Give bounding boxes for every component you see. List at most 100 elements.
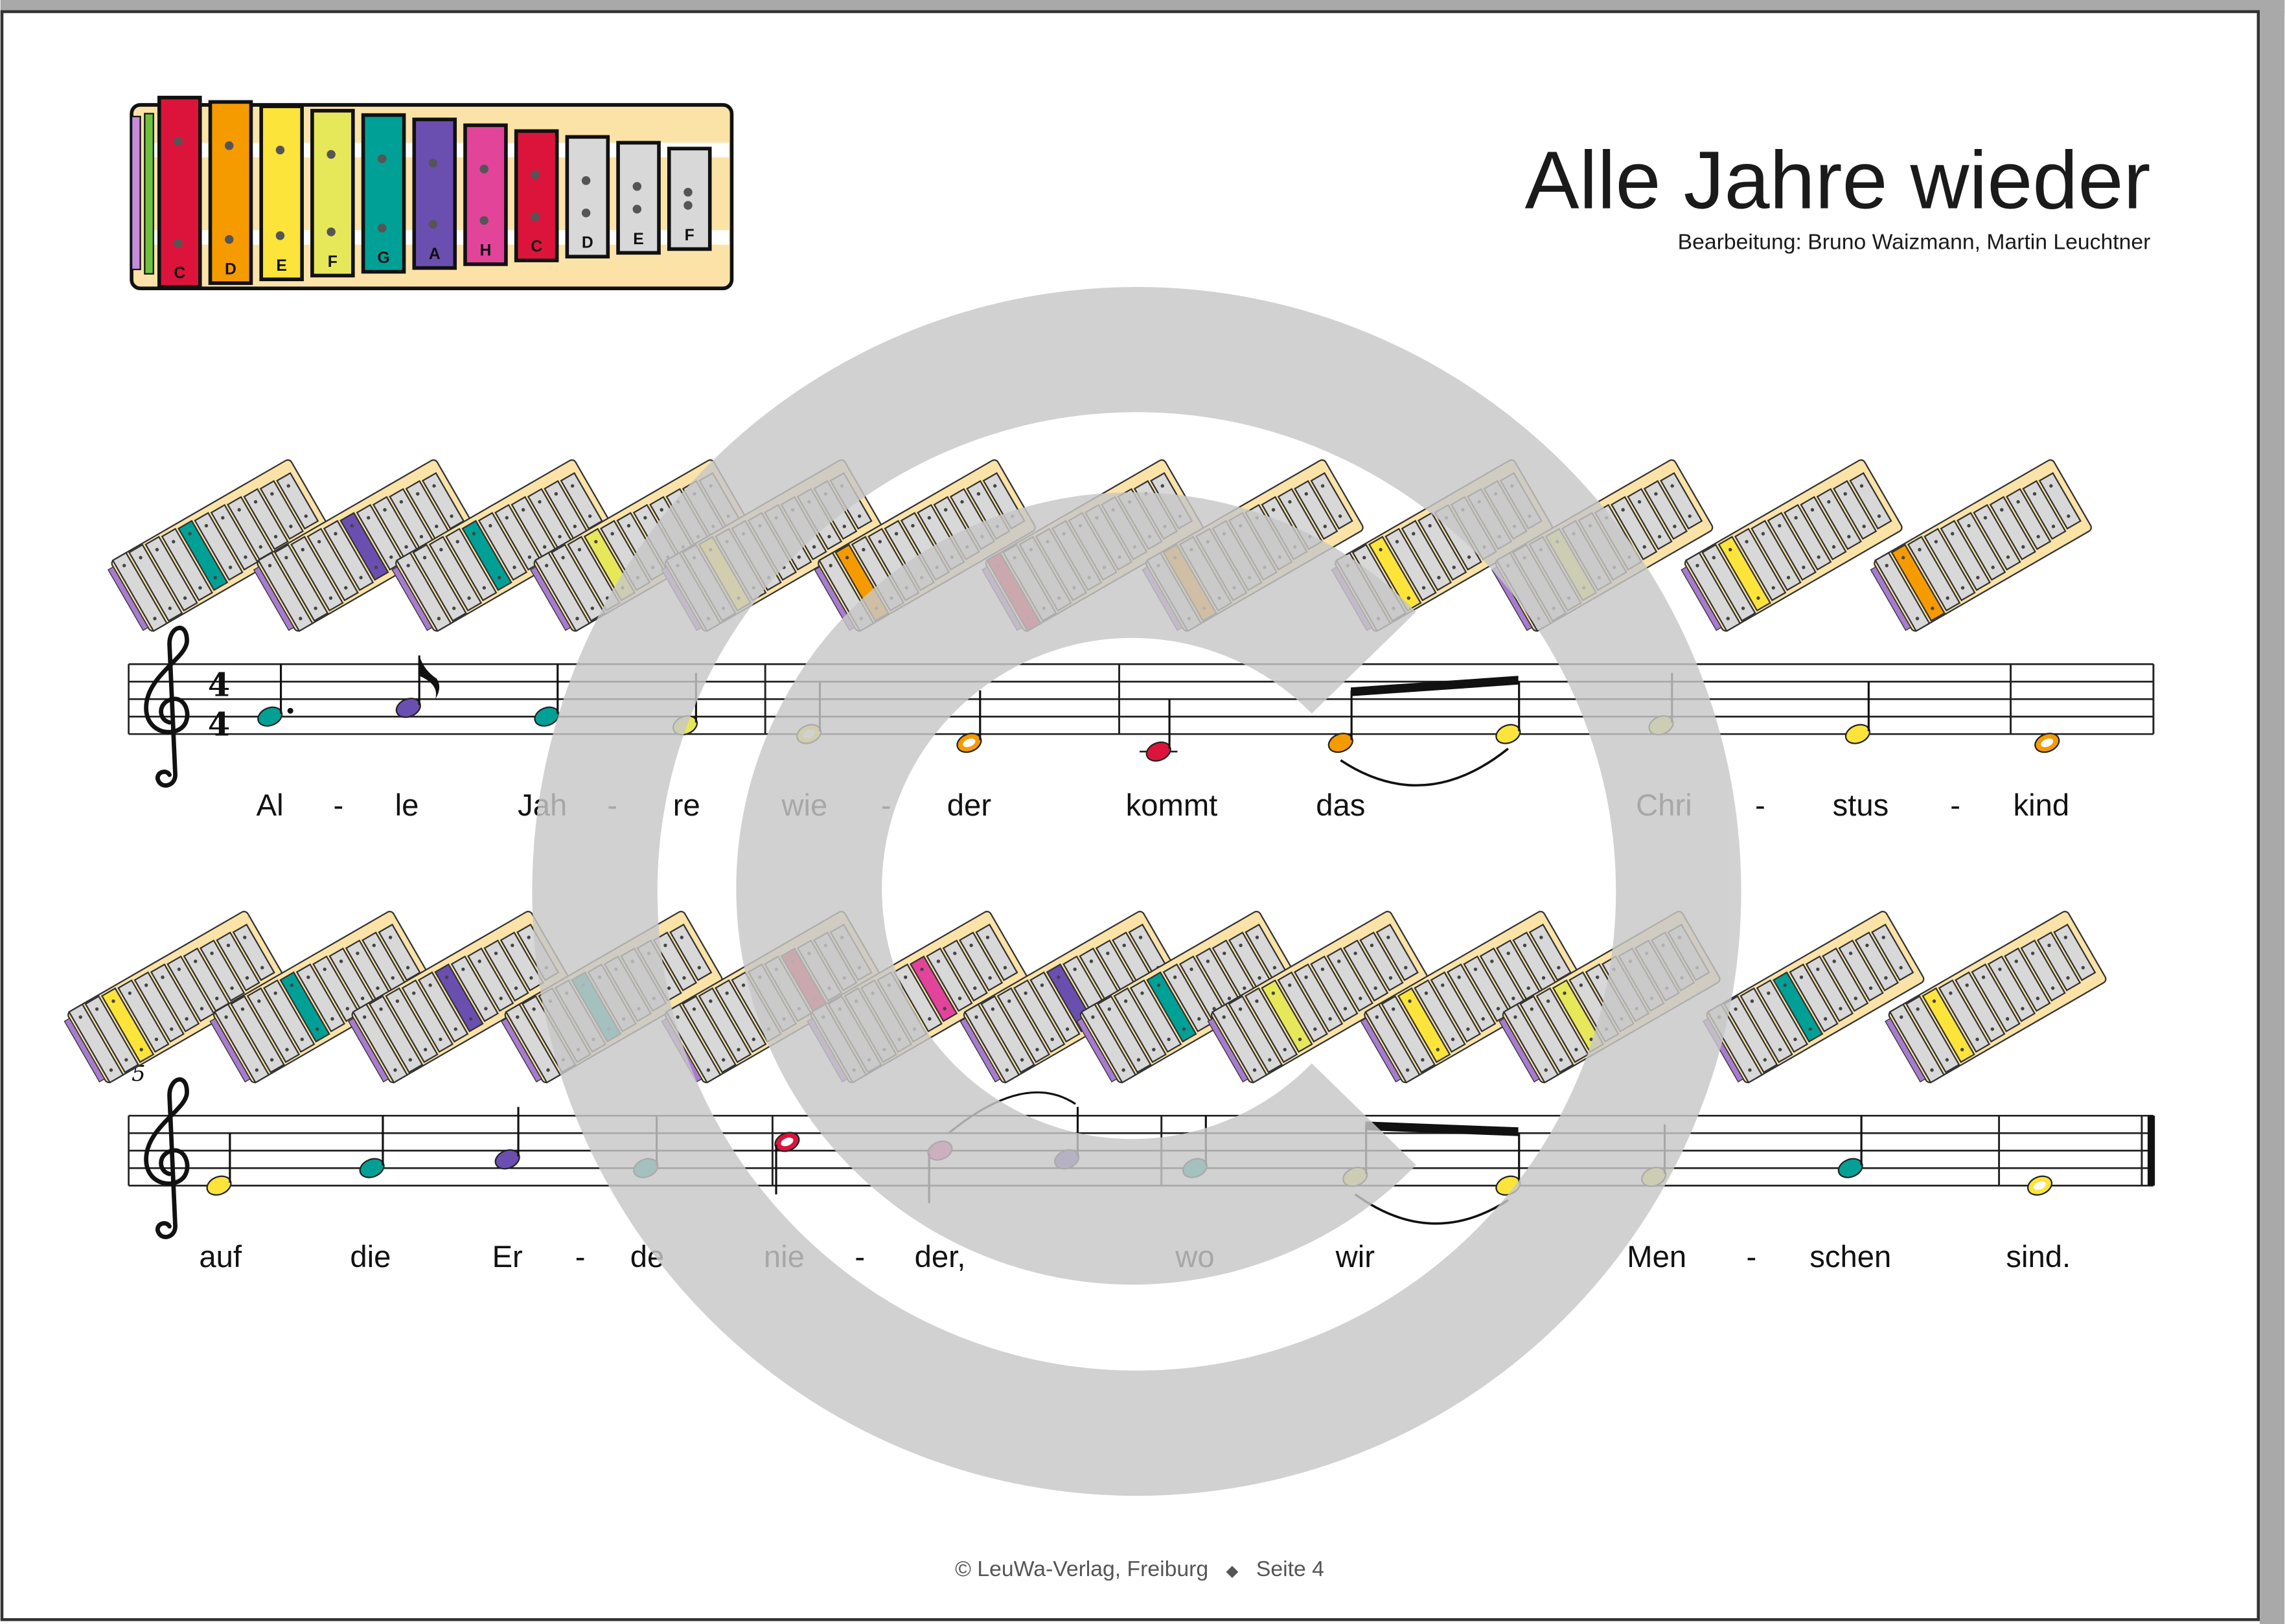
bar-screw xyxy=(363,1015,367,1019)
bar-screw xyxy=(1392,1007,1395,1011)
bar-screw xyxy=(927,516,932,520)
bar-screw xyxy=(1304,975,1308,979)
legend-bar-label: H xyxy=(480,242,492,259)
xylophone-bar xyxy=(667,146,712,251)
note-c2 xyxy=(774,1132,800,1195)
bar-screw xyxy=(1123,999,1128,1003)
xylophone-bar xyxy=(1080,1003,1137,1084)
xylophone-bar xyxy=(1244,987,1298,1064)
bar-screw xyxy=(389,555,393,559)
xylophone-bar xyxy=(1805,955,1854,1022)
bar-screw xyxy=(1916,1007,1920,1011)
xylophone-bar xyxy=(306,527,359,602)
bar-screw xyxy=(306,975,310,979)
bar-screw xyxy=(1827,499,1831,504)
bar-screw xyxy=(590,606,595,610)
treble-clef-icon xyxy=(144,626,190,788)
bar-screw xyxy=(1451,1037,1455,1042)
lyric-syllable: schen xyxy=(1809,1240,1891,1274)
eighth-flag xyxy=(419,655,440,700)
xylophone-side xyxy=(530,566,571,632)
bar-screw xyxy=(878,540,882,543)
xylophone-bar xyxy=(1029,971,1081,1043)
bar-screw xyxy=(1024,991,1028,995)
bar-screw xyxy=(1255,999,1259,1003)
bar-screw xyxy=(725,991,729,995)
bar-screw xyxy=(1106,952,1110,955)
xylophone-bar xyxy=(273,543,329,622)
bar-screw xyxy=(1918,547,1922,552)
note-e xyxy=(1844,681,1871,744)
footer-page-number: Seite 4 xyxy=(1256,1557,1324,1581)
bar-screw xyxy=(1637,499,1642,504)
xylophone-bar xyxy=(290,536,344,612)
page-shadow-right xyxy=(2260,0,2285,1624)
bar-screw xyxy=(437,617,441,621)
note-e xyxy=(1495,681,1521,744)
bar-screw xyxy=(452,606,456,610)
xylophone-bar xyxy=(1940,520,1991,591)
bar-screw xyxy=(237,508,241,512)
bar-screw xyxy=(183,596,187,600)
xylophone-bar xyxy=(310,109,355,278)
legend-bar-label: E xyxy=(276,257,287,275)
xylophone-bar xyxy=(401,979,454,1053)
bar-screw xyxy=(1574,1047,1578,1051)
bar-screw xyxy=(721,1058,726,1062)
bar-screw xyxy=(128,991,132,995)
xylophone-bar xyxy=(1938,979,1991,1053)
xylophone-bar xyxy=(1833,480,1877,540)
bar-screw xyxy=(1412,532,1416,536)
xylophone-bar xyxy=(1384,527,1437,602)
bar-screw xyxy=(1490,959,1494,963)
bar-screw xyxy=(663,943,667,948)
bar-screw xyxy=(1596,975,1600,979)
bar-screw xyxy=(1437,575,1441,580)
bar-screw xyxy=(224,141,234,150)
bar-screw xyxy=(2067,514,2071,518)
lyric-syllable: der xyxy=(947,788,991,823)
bar-screw xyxy=(1990,1027,1995,1031)
bar-screw xyxy=(244,555,247,559)
bar-screw xyxy=(124,1058,128,1062)
bar-screw xyxy=(1268,1058,1272,1062)
bar-screw xyxy=(1227,996,1232,1000)
bar-screw xyxy=(1243,986,1246,990)
xylophone-bar xyxy=(1767,512,1817,581)
bar-screw xyxy=(1816,967,1820,972)
xylophone-bar xyxy=(230,995,285,1073)
bar-screw xyxy=(1786,575,1791,580)
bar-screw xyxy=(626,523,631,528)
bar-screw xyxy=(378,223,387,233)
bar-screw xyxy=(1967,523,1971,528)
notehead-hole xyxy=(781,1138,794,1147)
xylophone-bar xyxy=(1401,520,1453,591)
bar-screw xyxy=(1328,1017,1332,1021)
bar-screw xyxy=(546,1068,550,1072)
bar-screw xyxy=(1748,1068,1752,1072)
bar-screw xyxy=(2051,524,2056,529)
bar-screw xyxy=(1353,952,1357,955)
bar-screw xyxy=(1337,959,1341,963)
legend-bar-d: D xyxy=(565,135,610,258)
bar-screw xyxy=(1945,1058,1949,1062)
lyric-syllable: Al xyxy=(257,788,284,823)
bar-screw xyxy=(1513,1015,1517,1019)
xylophone-bar xyxy=(161,527,214,602)
bar-screw xyxy=(1854,996,1857,1000)
legend-bar-d: D xyxy=(208,100,253,285)
bar-screw xyxy=(2030,952,2035,955)
bar-screw xyxy=(2036,996,2040,1000)
bar-screw xyxy=(1688,514,1692,518)
bar-screw xyxy=(1182,1027,1186,1031)
xylophone-side xyxy=(391,566,433,632)
bar-screw xyxy=(174,238,183,248)
bar-screw xyxy=(153,617,157,621)
bar-screw xyxy=(1424,991,1429,995)
bar-screw xyxy=(454,1027,457,1031)
bar-screw xyxy=(632,182,642,191)
bar-screw xyxy=(1670,484,1674,488)
bar-screw xyxy=(1539,935,1543,939)
bar-screw xyxy=(423,1047,428,1051)
bar-screw xyxy=(317,540,321,543)
